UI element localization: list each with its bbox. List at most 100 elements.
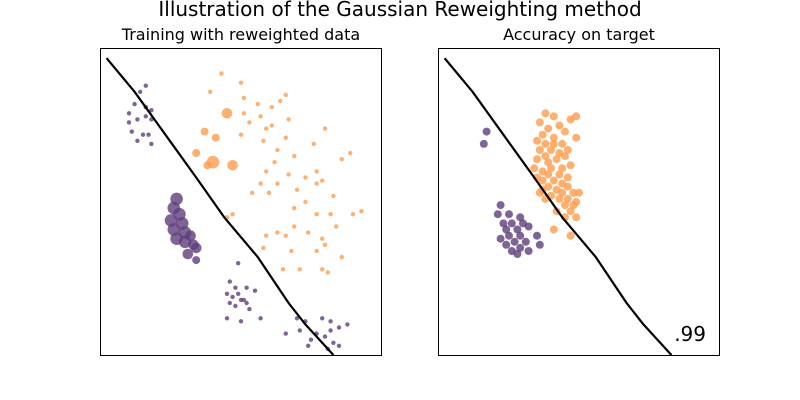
point-orange-21 — [561, 152, 569, 161]
point-orange-20 — [283, 135, 288, 140]
point-purple-3 — [493, 210, 502, 219]
point-orange-45 — [563, 194, 572, 203]
point-orange-17 — [535, 146, 544, 154]
point-orange-45 — [314, 212, 319, 217]
point-orange-16 — [200, 127, 209, 136]
point-orange-0 — [219, 71, 224, 76]
point-purple-10 — [129, 129, 134, 134]
point-purple-34 — [236, 291, 241, 296]
point-orange-52 — [334, 224, 339, 229]
figure-title: Illustration of the Gaussian Reweighting… — [158, 0, 641, 21]
point-purple-58 — [283, 331, 288, 336]
point-purple-27 — [190, 242, 202, 254]
point-purple-32 — [244, 285, 249, 290]
point-purple-33 — [224, 291, 230, 296]
point-purple-10 — [513, 225, 522, 234]
point-orange-52 — [535, 188, 544, 197]
point-orange-14 — [269, 123, 274, 128]
point-orange-14 — [558, 139, 567, 148]
point-orange-36 — [258, 181, 263, 186]
point-orange-29 — [563, 173, 572, 182]
point-orange-5 — [544, 124, 553, 133]
point-purple-5 — [516, 213, 525, 222]
point-purple-43 — [224, 316, 230, 321]
point-purple-14 — [496, 234, 505, 243]
point-orange-12 — [247, 120, 252, 125]
point-orange-53 — [306, 230, 311, 235]
point-orange-15 — [322, 126, 328, 131]
point-purple-18 — [516, 243, 525, 252]
point-purple-22 — [524, 247, 533, 255]
point-purple-9 — [126, 120, 132, 125]
point-orange-47 — [328, 212, 333, 217]
point-orange-55 — [283, 233, 288, 238]
point-purple-49 — [328, 319, 333, 324]
point-orange-23 — [192, 149, 201, 157]
point-orange-47 — [566, 207, 575, 216]
point-purple-20 — [535, 240, 544, 249]
point-orange-11 — [286, 117, 291, 122]
point-purple-53 — [328, 328, 333, 333]
plot-frame-target — [438, 48, 720, 356]
panel-title-training: Training with reweighted data — [121, 25, 360, 44]
point-orange-33 — [286, 172, 291, 177]
point-purple-2 — [138, 89, 143, 95]
point-purple-50 — [345, 322, 350, 327]
point-purple-11 — [524, 222, 533, 231]
point-orange-54 — [264, 233, 269, 238]
point-orange-19 — [261, 138, 266, 143]
point-orange-37 — [314, 181, 319, 186]
point-orange-22 — [566, 161, 575, 170]
point-purple-60 — [336, 343, 342, 348]
point-purple-57 — [331, 340, 336, 345]
point-purple-12 — [505, 231, 513, 240]
point-purple-45 — [258, 316, 263, 321]
decision-boundary-line — [105, 57, 335, 356]
point-purple-6 — [499, 219, 508, 228]
decision-boundary-line — [443, 57, 673, 356]
point-orange-41 — [555, 194, 564, 203]
point-purple-2 — [496, 201, 505, 210]
point-purple-11 — [140, 132, 146, 137]
point-orange-24 — [292, 153, 297, 159]
panel-target: Accuracy on target .99 — [438, 25, 720, 356]
point-orange-13 — [547, 146, 555, 154]
point-orange-16 — [541, 152, 550, 161]
point-purple-16 — [510, 237, 519, 246]
point-orange-65 — [280, 267, 286, 272]
point-orange-20 — [552, 155, 561, 164]
point-orange-30 — [339, 157, 344, 162]
point-orange-23 — [558, 164, 567, 173]
point-purple-15 — [521, 237, 530, 246]
point-purple-9 — [502, 225, 511, 234]
point-orange-1 — [549, 112, 558, 121]
point-purple-41 — [233, 303, 238, 309]
point-orange-9 — [538, 130, 547, 139]
point-purple-13 — [516, 231, 525, 240]
point-orange-48 — [350, 212, 356, 217]
point-purple-55 — [308, 337, 314, 342]
point-orange-37 — [563, 182, 572, 191]
point-orange-53 — [549, 139, 558, 148]
point-orange-5 — [278, 98, 283, 104]
point-purple-4 — [149, 108, 154, 113]
panel-title-target: Accuracy on target — [503, 25, 655, 44]
point-orange-6 — [555, 121, 564, 130]
point-purple-54 — [336, 325, 342, 330]
point-purple-17 — [502, 240, 511, 249]
point-orange-26 — [530, 164, 539, 173]
point-purple-46 — [294, 316, 300, 321]
point-orange-0 — [541, 109, 550, 118]
point-orange-18 — [238, 132, 244, 137]
point-orange-7 — [561, 127, 569, 136]
point-orange-9 — [241, 111, 246, 116]
point-orange-49 — [230, 212, 235, 217]
point-purple-7 — [507, 219, 516, 228]
point-orange-60 — [261, 245, 266, 251]
point-purple-0 — [482, 127, 491, 136]
point-orange-2 — [208, 89, 213, 95]
point-orange-28 — [555, 170, 564, 179]
point-purple-14 — [149, 141, 154, 147]
point-orange-12 — [541, 139, 550, 148]
